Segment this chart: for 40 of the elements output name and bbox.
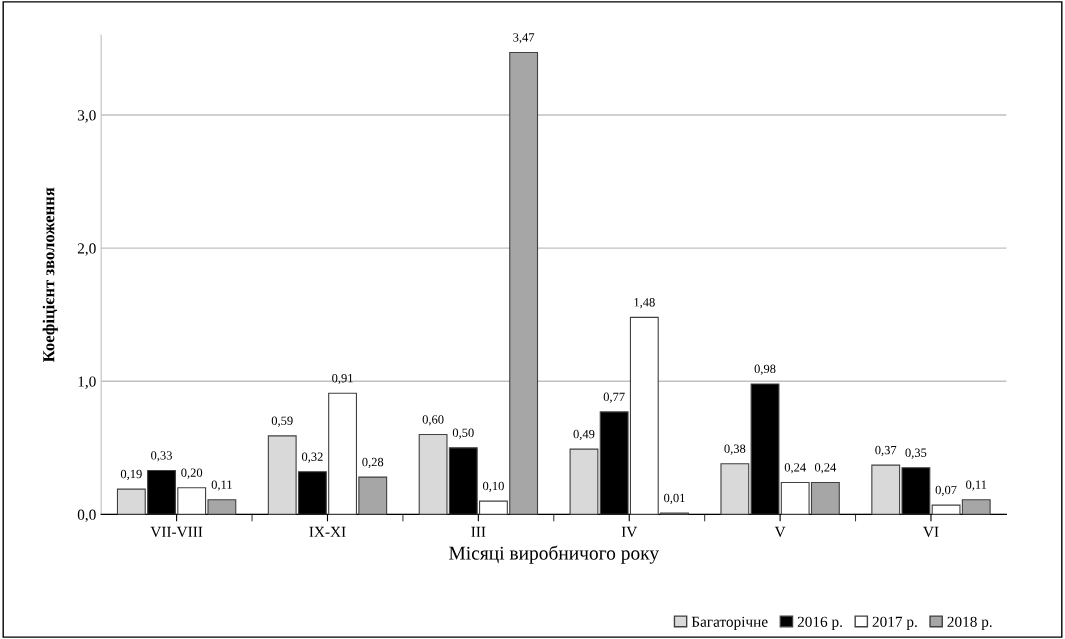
- data-label: 0,35: [905, 448, 927, 459]
- x-tick-label: VI: [923, 526, 939, 538]
- y-tick-label: 0,0: [77, 509, 96, 523]
- data-label: 0,10: [482, 481, 504, 493]
- data-label: 0,38: [724, 444, 746, 455]
- data-label: 0,32: [301, 452, 323, 463]
- y-tick-label: 2,0: [77, 243, 96, 256]
- data-label: 1,48: [634, 298, 655, 309]
- legend-label: 2018 р.: [947, 616, 992, 631]
- x-tick-label: VII-VIII: [150, 526, 203, 538]
- data-label: 0,20: [181, 468, 203, 479]
- data-label: 0,77: [603, 392, 625, 403]
- y-tick-label: 1,0: [78, 376, 96, 389]
- data-label: 0,49: [573, 429, 595, 441]
- data-label: 0,19: [120, 469, 142, 481]
- data-label: 0,50: [452, 428, 474, 439]
- data-label: 0,07: [935, 485, 957, 496]
- data-label: 0,28: [362, 457, 384, 469]
- data-label: 0,24: [784, 463, 806, 474]
- y-tick-label: 3,0: [77, 110, 96, 123]
- x-tick-label: IV: [621, 526, 638, 538]
- legend-label: Багаторічне: [691, 616, 768, 631]
- legend-label: 2017 р.: [872, 616, 917, 631]
- data-label: 0,37: [875, 445, 897, 457]
- data-label: 0,98: [754, 364, 776, 375]
- x-axis-title: Місяці виробничого року: [449, 545, 660, 564]
- x-tick-label: V: [774, 526, 786, 538]
- data-label: 0,11: [211, 480, 232, 491]
- y-axis-title: Коефіцієнт зволоження: [42, 187, 58, 363]
- data-label: 0,60: [422, 415, 444, 426]
- data-label: 0,01: [664, 493, 685, 504]
- data-label: 3,47: [513, 33, 535, 44]
- data-label: 0,11: [966, 480, 987, 491]
- x-tick-label: III: [471, 526, 486, 537]
- data-label: 0,59: [271, 416, 293, 427]
- x-tick-label: IX-XI: [309, 526, 346, 537]
- data-label: 0,24: [814, 463, 837, 474]
- legend-label: 2016 р.: [797, 616, 842, 631]
- data-label: 0,91: [332, 373, 353, 385]
- data-label: 0,33: [151, 451, 172, 462]
